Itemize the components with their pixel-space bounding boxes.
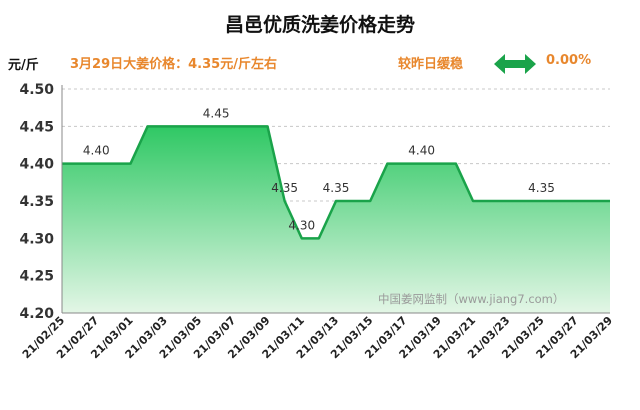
data-label: 4.35 xyxy=(271,181,298,195)
y-tick-label: 4.50 xyxy=(19,82,54,98)
y-tick-label: 4.20 xyxy=(19,306,54,322)
trend-text: 较昨日缓稳 xyxy=(398,57,464,72)
data-label: 4.30 xyxy=(288,218,315,232)
area-fill xyxy=(62,126,610,313)
data-label: 4.40 xyxy=(83,144,110,158)
chart-title: 昌邑优质洗姜价格走势 xyxy=(224,14,415,36)
watermark-text: 中国姜网监制（www.jiang7.com） xyxy=(378,292,564,306)
y-tick-label: 4.25 xyxy=(19,269,54,285)
unit-label: 元/斤 xyxy=(8,58,39,73)
data-label: 4.35 xyxy=(323,181,350,195)
y-tick-label: 4.45 xyxy=(19,119,54,135)
data-label: 4.35 xyxy=(528,181,555,195)
change-percent: 0.00% xyxy=(546,53,592,68)
y-tick-label: 4.35 xyxy=(19,194,54,210)
y-tick-label: 4.30 xyxy=(19,231,54,247)
price-summary: 3月29日大姜价格：4.35元/斤左右 xyxy=(70,57,277,72)
y-tick-label: 4.40 xyxy=(19,157,54,173)
series-line xyxy=(62,125,610,240)
data-label: 4.45 xyxy=(203,106,230,120)
double-arrow-icon xyxy=(494,54,536,74)
data-label: 4.40 xyxy=(408,144,435,158)
